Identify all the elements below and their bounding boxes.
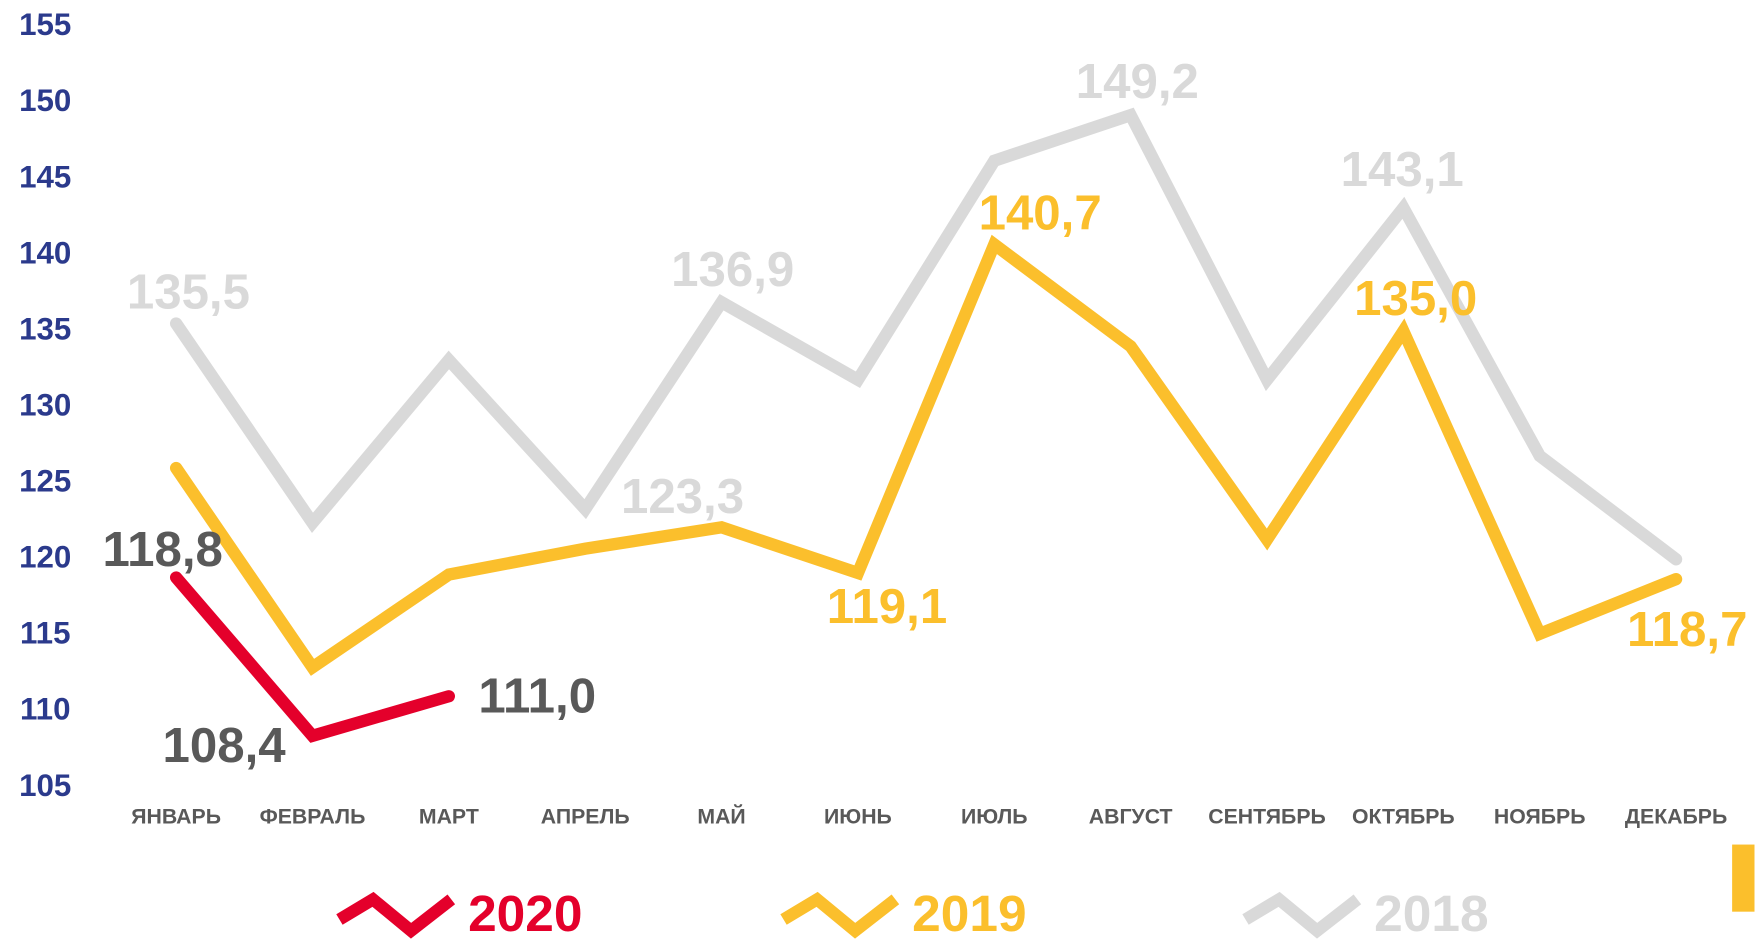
- x-tick-label: НОЯБРЬ: [1494, 804, 1586, 828]
- value-label: 136,9: [671, 242, 794, 297]
- y-tick-label: 135: [19, 311, 71, 346]
- y-tick-label: 140: [19, 235, 71, 270]
- y-tick-label: 120: [19, 540, 71, 575]
- value-label: 119,1: [827, 579, 947, 634]
- legend-icon: [780, 891, 900, 939]
- x-tick-label: ФЕВРАЛЬ: [260, 804, 366, 828]
- y-tick-label: 105: [19, 768, 71, 803]
- value-label: 143,1: [1341, 142, 1464, 197]
- legend-icon: [1242, 891, 1362, 939]
- value-label: 135,5: [127, 265, 250, 320]
- y-tick-label: 145: [19, 159, 71, 194]
- x-tick-label: ДЕКАБРЬ: [1625, 804, 1727, 828]
- x-tick-label: АВГУСТ: [1089, 804, 1173, 828]
- legend-label: 2020: [468, 884, 582, 942]
- value-label: 149,2: [1076, 54, 1199, 109]
- x-tick-label: АПРЕЛЬ: [541, 804, 630, 828]
- series-line: [169, 107, 1683, 566]
- x-tick-label: СЕНТЯБРЬ: [1208, 804, 1326, 828]
- legend-label: 2019: [912, 884, 1026, 942]
- value-label: 118,8: [102, 522, 222, 577]
- y-tick-label: 130: [19, 387, 71, 422]
- legend-icon: [336, 891, 456, 939]
- value-label: 118,7: [1627, 602, 1747, 657]
- y-tick-label: 155: [19, 7, 71, 42]
- y-tick-label: 150: [19, 83, 71, 118]
- x-tick-label: ИЮНЬ: [824, 804, 892, 828]
- x-tick-label: ОКТЯБРЬ: [1352, 804, 1455, 828]
- x-tick-label: МАРТ: [419, 804, 479, 828]
- x-tick-label: МАЙ: [697, 803, 745, 828]
- series-line: [169, 571, 455, 743]
- y-tick-label: 110: [20, 692, 71, 727]
- series-line: [169, 234, 1683, 676]
- value-label: 108,4: [163, 718, 287, 773]
- value-label: 140,7: [979, 185, 1102, 240]
- legend-label: 2018: [1374, 884, 1488, 942]
- value-label: 135,0: [1354, 271, 1477, 326]
- y-tick-label: 115: [20, 616, 71, 651]
- decor-block: [1732, 844, 1755, 912]
- value-label: 111,0: [478, 669, 596, 724]
- value-label: 123,3: [621, 469, 744, 524]
- x-tick-label: ИЮЛЬ: [961, 804, 1028, 828]
- y-tick-label: 125: [19, 464, 71, 499]
- x-tick-label: ЯНВАРЬ: [131, 804, 221, 828]
